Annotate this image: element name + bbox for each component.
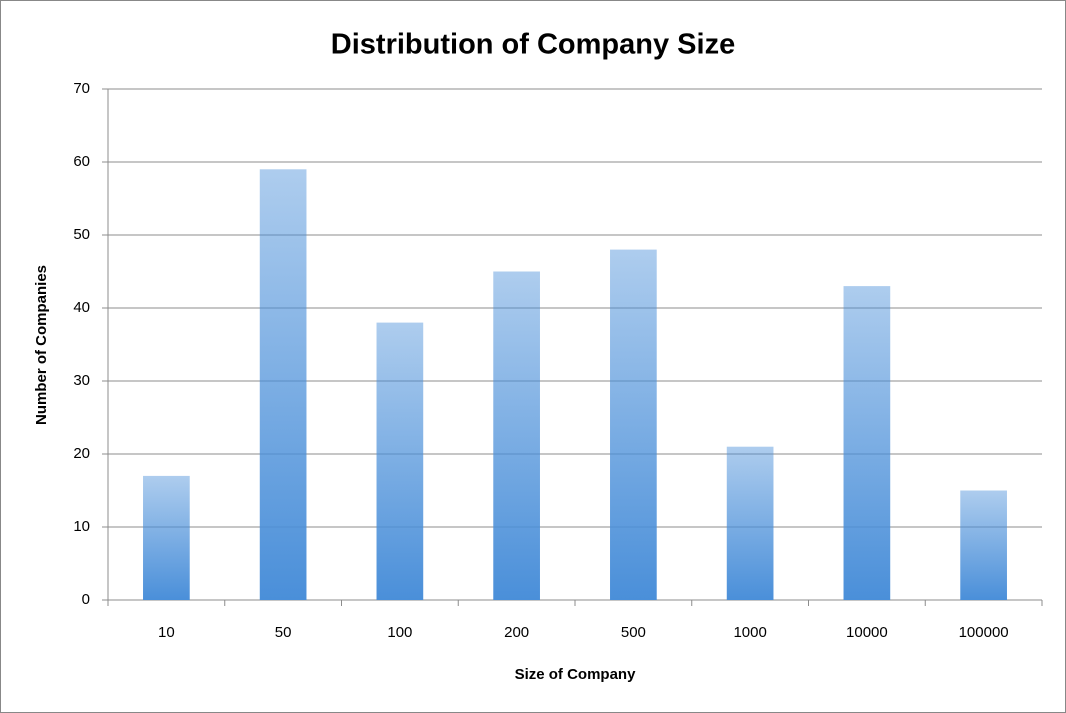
- bar: [376, 322, 424, 600]
- y-tick-label: 60: [73, 153, 90, 170]
- x-tick-label: 10000: [846, 624, 888, 641]
- y-tick-label: 40: [73, 299, 90, 316]
- x-tick-label: 10: [158, 624, 175, 641]
- bar: [726, 446, 774, 600]
- x-tick-label: 100000: [959, 624, 1009, 641]
- bar: [843, 286, 891, 600]
- y-tick-label: 10: [73, 518, 90, 535]
- x-tick-label: 200: [504, 624, 529, 641]
- bar: [493, 271, 540, 600]
- x-tick-label: 50: [275, 624, 292, 641]
- x-tick-label: 1000: [733, 624, 766, 641]
- x-axis-label: Size of Company: [515, 666, 637, 683]
- y-tick-label: 30: [73, 372, 90, 389]
- y-tick-label: 0: [82, 591, 90, 608]
- x-tick-label: 500: [621, 624, 646, 641]
- bar: [259, 169, 307, 601]
- x-tick-label: 100: [387, 624, 412, 641]
- y-tick-label: 20: [73, 445, 90, 462]
- bar: [960, 490, 1007, 600]
- y-tick-label: 70: [73, 80, 90, 97]
- y-axis-label: Number of Companies: [33, 265, 50, 425]
- bar: [143, 475, 190, 600]
- chart-title: Distribution of Company Size: [331, 29, 735, 61]
- y-tick-label: 50: [73, 226, 90, 243]
- bar: [610, 249, 657, 600]
